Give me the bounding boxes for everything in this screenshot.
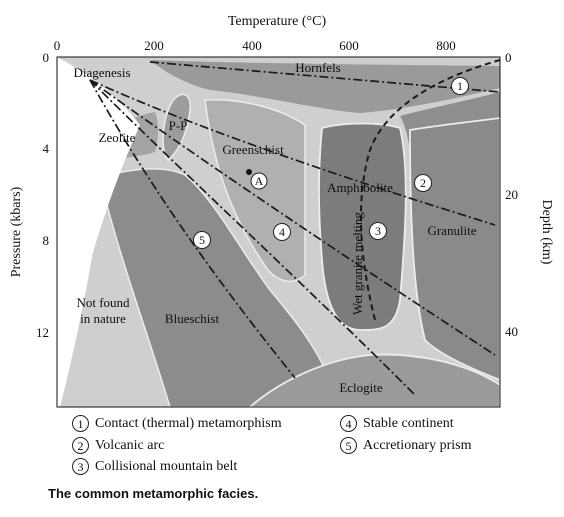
- geotherm-1: [149, 61, 500, 93]
- marker-2-circle: [414, 174, 432, 192]
- legend-item-2: 2 Volcanic arc: [72, 437, 164, 454]
- pressure-axis-title: Pressure (kbars): [9, 186, 24, 277]
- label-not-found-2: in nature: [80, 311, 126, 326]
- pressure-tick-0: 0: [43, 50, 50, 65]
- not-found-region-edge: [57, 57, 140, 407]
- blueschist-region: [99, 168, 331, 407]
- temperature-tick-600: 600: [339, 38, 359, 53]
- metamorphic-facies-diagram: Temperature (°C) Pressure (kbars) Depth …: [9, 14, 554, 408]
- temperature-tick-800: 800: [436, 38, 456, 53]
- temperature-axis-title: Temperature (°C): [228, 14, 327, 29]
- marker-3-circle: [369, 222, 387, 240]
- label-eclogite: Eclogite: [339, 380, 383, 395]
- label-zeolite: Zeolite: [99, 130, 136, 145]
- pressure-tick-4: 4: [43, 141, 50, 156]
- legend-label-1: Contact (thermal) metamorphism: [95, 415, 282, 431]
- marker-5-label: 5: [199, 233, 205, 247]
- marker-1-label: 1: [457, 79, 463, 93]
- legend-number-1: 1: [72, 415, 89, 432]
- depth-tick-20: 20: [505, 187, 518, 202]
- pressure-tick-8: 8: [43, 233, 50, 248]
- label-diagenesis: Diagenesis: [73, 65, 130, 80]
- wet-granite-curve: [359, 59, 500, 321]
- legend-item-3: 3 Collisional mountain belt: [72, 458, 237, 475]
- legend-item-1: 1 Contact (thermal) metamorphism: [72, 415, 282, 432]
- depth-tick-40: 40: [505, 324, 518, 339]
- point-a-label: A: [255, 174, 264, 188]
- legend-label-5: Accretionary prism: [363, 437, 472, 453]
- geotherm-3: [89, 79, 496, 356]
- figure-caption: The common metamorphic facies.: [48, 486, 259, 501]
- marker-2-label: 2: [420, 176, 426, 190]
- label-pp: P-P: [169, 118, 188, 133]
- legend-number-5: 5: [340, 437, 357, 454]
- pp-region: [162, 93, 191, 162]
- marker-1-circle: [451, 77, 469, 95]
- depth-tick-0: 0: [505, 50, 512, 65]
- label-wet-granite-melting: Wet granite melting: [350, 212, 365, 315]
- label-blueschist: Blueschist: [165, 311, 220, 326]
- marker-3-label: 3: [375, 224, 381, 238]
- label-hornfels: Hornfels: [295, 60, 341, 75]
- temperature-tick-400: 400: [242, 38, 262, 53]
- legend-item-4: 4 Stable continent: [340, 415, 454, 432]
- depth-axis-title: Depth (km): [539, 200, 554, 265]
- point-a-marker: [250, 172, 268, 190]
- legend-number-2: 2: [72, 437, 89, 454]
- temperature-tick-0: 0: [54, 38, 61, 53]
- legend-item-5: 5 Accretionary prism: [340, 437, 471, 454]
- hornfels-region: [150, 60, 500, 113]
- legend-label-3: Collisional mountain belt: [95, 458, 238, 474]
- legend-number-4: 4: [340, 415, 357, 432]
- label-granulite: Granulite: [427, 223, 476, 238]
- label-greenschist: Greenschist: [222, 142, 284, 157]
- geotherm-5: [89, 79, 296, 379]
- marker-4-label: 4: [279, 225, 285, 239]
- point-a-dot: [246, 169, 252, 175]
- eclogite-region: [248, 353, 500, 407]
- temperature-tick-200: 200: [144, 38, 164, 53]
- marker-5-circle: [193, 231, 211, 249]
- legend-number-3: 3: [72, 458, 89, 475]
- label-amphibolite: Amphibolite: [327, 180, 393, 195]
- pressure-tick-12: 12: [36, 325, 49, 340]
- plot-frame: [56, 56, 501, 408]
- geotherm-4: [89, 79, 416, 396]
- legend-label-4: Stable continent: [363, 415, 454, 431]
- label-not-found-1: Not found: [76, 295, 130, 310]
- marker-4-circle: [273, 223, 291, 241]
- legend-label-2: Volcanic arc: [95, 437, 165, 453]
